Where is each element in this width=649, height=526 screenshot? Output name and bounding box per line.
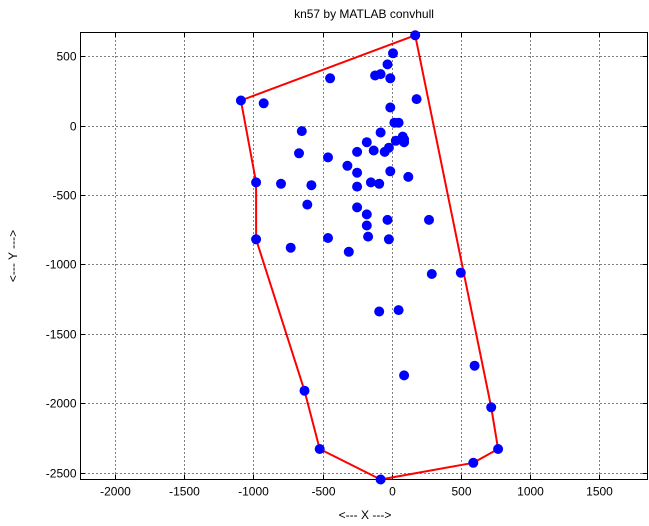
x-tick-label: -1500 (169, 485, 200, 499)
y-tick-label: 0 (70, 120, 77, 134)
data-point (325, 73, 336, 84)
points-layer (235, 30, 504, 485)
data-point (299, 385, 310, 396)
data-point (375, 69, 386, 80)
data-point (403, 171, 414, 182)
data-point (363, 231, 374, 242)
x-tick-label: -1000 (238, 485, 269, 499)
data-point (374, 306, 385, 317)
hull-line (239, 34, 500, 481)
data-point (235, 95, 246, 106)
data-point (393, 305, 404, 316)
data-point (302, 199, 313, 210)
x-axis-label: <--- X ---> (339, 508, 392, 522)
y-axis-label: <--- Y ---> (6, 230, 20, 282)
data-point (276, 178, 286, 189)
x-tick-label: -500 (311, 485, 335, 499)
data-point (383, 142, 394, 153)
data-point (383, 234, 394, 245)
data-point (294, 148, 304, 159)
data-point (361, 209, 372, 220)
data-point (375, 474, 386, 485)
data-point (323, 233, 333, 243)
data-point (258, 98, 269, 109)
data-point (455, 267, 466, 278)
data-point (411, 94, 422, 105)
data-point (375, 127, 386, 138)
data-point (410, 30, 421, 41)
data-point (314, 444, 325, 454)
data-point (385, 73, 396, 84)
x-tick-label: -2000 (100, 485, 131, 499)
data-point (374, 178, 385, 189)
y-tick-label: -1500 (46, 328, 77, 342)
data-point (352, 167, 363, 178)
y-tick-label: -500 (52, 189, 76, 203)
axis-ticks: -2000 -1500 -1000 -500 0 500 1000 1500 -2500 -200… (46, 32, 648, 499)
data-point (424, 214, 434, 225)
data-point (352, 202, 363, 213)
x-tick-label: 1500 (586, 485, 613, 499)
data-point (493, 444, 504, 454)
x-tick-label: 0 (389, 485, 396, 499)
data-point (343, 246, 354, 257)
hull-layer (239, 34, 500, 481)
data-point (385, 166, 396, 177)
x-tick-label: 1000 (517, 485, 544, 499)
data-point (368, 145, 379, 156)
data-point (296, 126, 307, 137)
data-point (306, 180, 317, 191)
data-point (468, 457, 479, 468)
data-point (382, 214, 393, 225)
x-tick-label: 500 (451, 485, 471, 499)
data-point (385, 102, 396, 113)
y-tick-label: -2000 (46, 397, 77, 411)
data-point (361, 220, 372, 231)
data-point (323, 152, 333, 163)
data-point (399, 137, 410, 148)
chart-title: kn57 by MATLAB convhull (294, 7, 434, 21)
data-point (342, 160, 353, 171)
data-point (426, 269, 437, 279)
data-point (352, 181, 363, 192)
data-point (469, 360, 480, 371)
data-point (388, 48, 398, 59)
data-point (399, 370, 410, 381)
grid-lines (80, 32, 648, 480)
y-tick-label: -1000 (46, 258, 77, 272)
data-point (352, 146, 363, 157)
y-tick-label: 500 (56, 50, 76, 64)
data-point (251, 234, 262, 245)
data-point (285, 242, 296, 253)
y-tick-label: -2500 (46, 467, 77, 481)
data-point (382, 59, 393, 70)
data-point (393, 117, 404, 128)
data-point (486, 402, 497, 413)
data-point (251, 177, 262, 188)
data-point (361, 137, 372, 148)
plot-frame (80, 32, 648, 480)
data-point (365, 177, 376, 188)
